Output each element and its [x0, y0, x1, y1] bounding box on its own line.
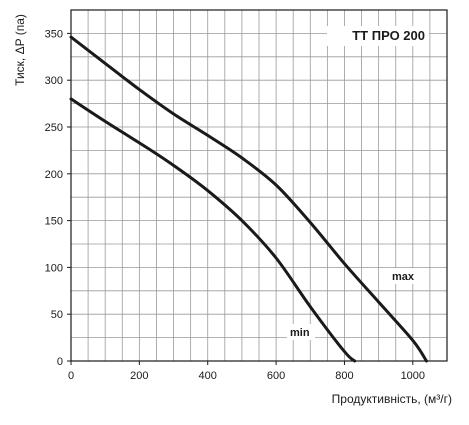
x-tick-label: 600 — [267, 370, 285, 382]
y-tick-label: 100 — [45, 262, 63, 274]
tick-marks — [67, 32, 414, 365]
chart-title: ТТ ПРО 200 — [352, 28, 425, 43]
title-background — [327, 26, 429, 46]
series-lines — [69, 35, 428, 363]
x-axis-label: Продуктивність, (м³/г) — [332, 392, 452, 406]
x-tick-label: 400 — [199, 370, 217, 382]
grid — [71, 10, 447, 361]
y-tick-label: 250 — [45, 122, 63, 134]
series-label-min-background — [287, 324, 315, 340]
y-tick-label: 150 — [45, 216, 63, 228]
series-label-max: max — [392, 271, 415, 283]
x-tick-label: 0 — [68, 370, 74, 382]
x-tick-label: 800 — [335, 370, 353, 382]
y-tick-label: 50 — [51, 309, 63, 321]
series-label-min: min — [290, 327, 310, 339]
y-axis-label: Тиск, ΔP (па) — [13, 14, 27, 86]
y-tick-label: 0 — [57, 356, 63, 368]
series-line-min — [69, 97, 357, 363]
x-tick-label: 1000 — [401, 370, 425, 382]
series-line-max — [69, 35, 428, 363]
x-tick-label: 200 — [130, 370, 148, 382]
y-tick-label: 350 — [45, 28, 63, 40]
y-tick-label: 300 — [45, 75, 63, 87]
plot-frame — [70, 9, 448, 362]
series-label-max-background — [389, 268, 421, 284]
y-tick-labels: 0 50 100 150 200 250 300 350 — [45, 28, 63, 368]
y-tick-label: 200 — [45, 169, 63, 181]
x-tick-labels: 0 200 400 600 800 1000 — [68, 370, 425, 382]
